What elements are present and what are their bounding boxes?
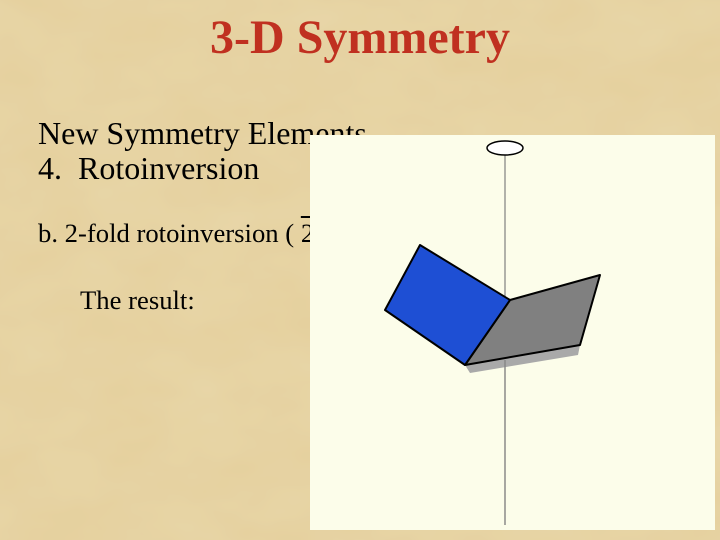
slide-title: 3-D Symmetry: [0, 10, 720, 65]
twofold-symbol-icon: [487, 141, 523, 155]
item-b-prefix: b. 2-fold rotoinversion (: [38, 218, 301, 248]
diagram-svg: [310, 135, 715, 530]
result-label: The result:: [80, 285, 195, 316]
diagram-panel: [310, 135, 715, 530]
subtitle-line-2: 4. Rotoinversion: [38, 150, 259, 187]
slide: 3-D Symmetry New Symmetry Elements 4. Ro…: [0, 0, 720, 540]
item-b-line: b. 2-fold rotoinversion ( 2 ): [38, 218, 330, 249]
